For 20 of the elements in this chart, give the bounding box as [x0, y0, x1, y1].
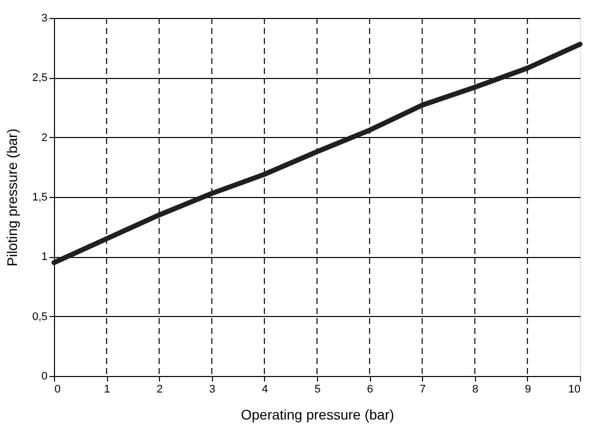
x-tick-label: 8: [472, 384, 478, 396]
y-tick-label: 3: [41, 12, 48, 24]
x-axis-title: Operating pressure (bar): [240, 406, 394, 422]
x-tick-label: 2: [156, 384, 163, 396]
y-tick-label: 0: [41, 370, 48, 382]
y-tick-label: 0,5: [32, 310, 48, 323]
x-tick-label: 5: [314, 384, 321, 396]
x-tick-label: 9: [524, 384, 531, 396]
x-tick-label: 7: [420, 384, 426, 396]
x-tick-label: 1: [104, 384, 110, 396]
x-tick-label: 0: [54, 384, 61, 396]
y-tick-label: 2,5: [32, 72, 48, 84]
y-tick-label: 1: [41, 251, 48, 264]
y-tick-label: 1,5: [32, 192, 48, 204]
x-tick-label: 6: [367, 384, 374, 396]
y-tick-label: 2: [41, 132, 48, 144]
x-tick-label: 10: [568, 384, 580, 396]
y-axis-title: Piloting pressure (bar): [4, 128, 20, 266]
x-tick-label: 4: [262, 384, 268, 396]
x-tick-label: 3: [209, 384, 216, 396]
